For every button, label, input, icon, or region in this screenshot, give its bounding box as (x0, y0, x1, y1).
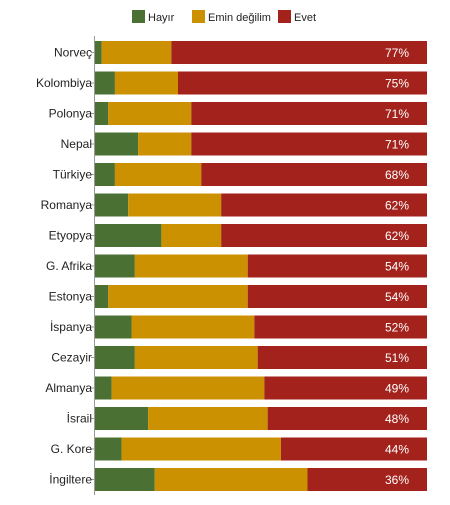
bar-segment-unsure (134, 346, 258, 369)
bar-segment-unsure (161, 224, 222, 247)
data-label: 54% (385, 260, 409, 274)
data-label: 62% (385, 199, 409, 213)
bar-segment-yes (247, 254, 427, 278)
bar-segment-no (95, 163, 115, 186)
category-label: Kolombiya (36, 76, 92, 90)
bar-segment-no (95, 468, 155, 491)
bar-segment-unsure (108, 285, 248, 308)
category-label: Polonya (49, 107, 93, 121)
legend-swatch-3 (278, 10, 291, 23)
legend-label-2: Emin değilim (208, 12, 271, 24)
legend: Hayır Emin değilim Evet (132, 10, 316, 24)
bar-segment-unsure (131, 315, 255, 339)
bar-segment-yes (178, 71, 427, 95)
bar-row: Romanya 62% (41, 193, 427, 217)
bar-segment-no (95, 132, 139, 156)
bar-segment-unsure (101, 41, 172, 64)
bar-segment-yes (191, 132, 427, 156)
data-label: 44% (385, 443, 409, 457)
category-label: Cezayir (51, 351, 92, 365)
category-label: G. Afrika (46, 259, 92, 273)
data-label: 52% (385, 321, 409, 335)
data-label: 71% (385, 107, 409, 121)
category-label: Türkiye (53, 168, 93, 182)
data-label: 68% (385, 168, 409, 182)
bar-segment-no (95, 346, 135, 369)
bar-segment-unsure (134, 254, 248, 278)
bar-segment-unsure (121, 437, 281, 461)
category-label: İngiltere (49, 473, 92, 487)
bar-segment-no (95, 254, 135, 278)
legend-swatch-2 (192, 10, 205, 23)
bar-segment-yes (257, 346, 427, 369)
bar-segment-no (95, 71, 115, 95)
bar-segment-no (95, 41, 102, 64)
bar-segment-yes (201, 163, 427, 186)
bar-segment-no (95, 437, 122, 461)
bar-segment-unsure (114, 163, 202, 186)
bar-segment-no (95, 315, 132, 339)
bar-row: G. Afrika 54% (46, 254, 427, 278)
category-label: G. Kore (51, 442, 93, 456)
bar-segment-no (95, 102, 109, 125)
category-label: İsrail (67, 412, 92, 426)
category-label: Romanya (41, 198, 93, 212)
bar-segment-yes (280, 437, 427, 461)
bar-row: İspanya 52% (50, 315, 427, 339)
bar-segment-unsure (108, 102, 192, 125)
bar-row: İngiltere 36% (49, 468, 427, 491)
bar-row: İsrail 48% (67, 407, 427, 430)
bar-row: Cezayir 51% (51, 346, 427, 369)
bar-segment-yes (307, 468, 427, 491)
category-label: Almanya (45, 381, 92, 395)
bar-segment-yes (221, 193, 427, 217)
data-label: 54% (385, 290, 409, 304)
bar-segment-unsure (128, 193, 222, 217)
bar-segment-unsure (114, 71, 178, 95)
legend-label-1: Hayır (148, 12, 175, 24)
bar-row: Etyopya 62% (49, 224, 427, 247)
bar-segment-no (95, 407, 149, 430)
data-label: 36% (385, 473, 409, 487)
bar-segment-unsure (138, 132, 192, 156)
bar-segment-unsure (148, 407, 268, 430)
data-label: 71% (385, 138, 409, 152)
bar-segment-yes (264, 376, 427, 400)
bar-segment-yes (191, 102, 427, 125)
data-label: 77% (385, 46, 409, 60)
legend-swatch-1 (132, 10, 145, 23)
category-label: Nepal (61, 137, 92, 151)
bar-row: G. Kore 44% (51, 437, 427, 461)
bar-segment-no (95, 285, 109, 308)
data-label: 62% (385, 229, 409, 243)
bar-segment-yes (254, 315, 427, 339)
bar-row: Norveç 77% (54, 41, 427, 64)
data-label: 49% (385, 382, 409, 396)
data-label: 75% (385, 77, 409, 91)
bar-row: Almanya 49% (45, 376, 427, 400)
bar-segment-unsure (111, 376, 265, 400)
bar-row: Polonya 71% (49, 102, 427, 125)
category-label: Etyopya (49, 229, 93, 243)
bar-segment-yes (171, 41, 427, 64)
bar-segment-unsure (154, 468, 308, 491)
data-label: 51% (385, 351, 409, 365)
bar-row: Estonya 54% (49, 285, 427, 308)
bar-segment-no (95, 224, 162, 247)
bar-row: Kolombiya 75% (36, 71, 427, 95)
category-label: Norveç (54, 46, 92, 60)
data-label: 48% (385, 412, 409, 426)
category-label: İspanya (50, 320, 92, 334)
bar-segment-yes (221, 224, 427, 247)
bar-row: Nepal 71% (61, 132, 427, 156)
bar-segment-yes (267, 407, 427, 430)
bar-segment-no (95, 376, 112, 400)
category-label: Estonya (49, 290, 93, 304)
bar-segment-yes (247, 285, 427, 308)
bar-row: Türkiye 68% (53, 163, 427, 186)
legend-label-3: Evet (294, 12, 316, 24)
bar-segment-no (95, 193, 129, 217)
